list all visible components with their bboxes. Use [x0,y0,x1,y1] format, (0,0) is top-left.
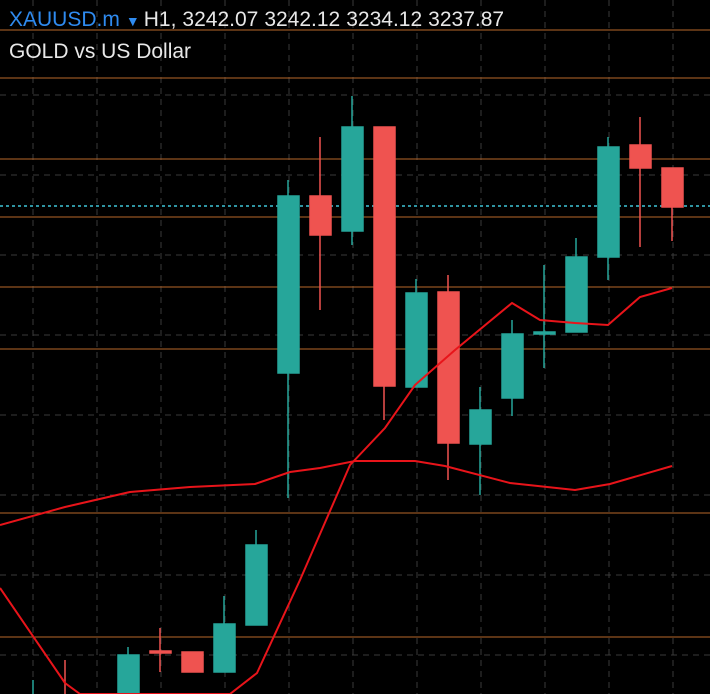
levels [0,29,710,638]
low-price: 3234.12 [346,8,423,31]
symbol-description: GOLD vs US Dollar [9,40,192,63]
chart-header: XAUUSD.m ▼ H1, 3242.07 3242.12 3234.12 3237.87 [9,8,504,32]
close-price: 3237.87 [428,8,505,31]
timeframe: H1, [143,8,177,31]
moving-average-fast [0,287,673,694]
open-price: 3242.07 [182,8,259,31]
symbol[interactable]: XAUUSD.m [9,8,120,31]
high-price: 3242.12 [264,8,341,31]
symbol-dropdown[interactable]: ▼ [125,13,140,29]
candles [32,96,684,694]
moving-average-slow [0,460,673,526]
